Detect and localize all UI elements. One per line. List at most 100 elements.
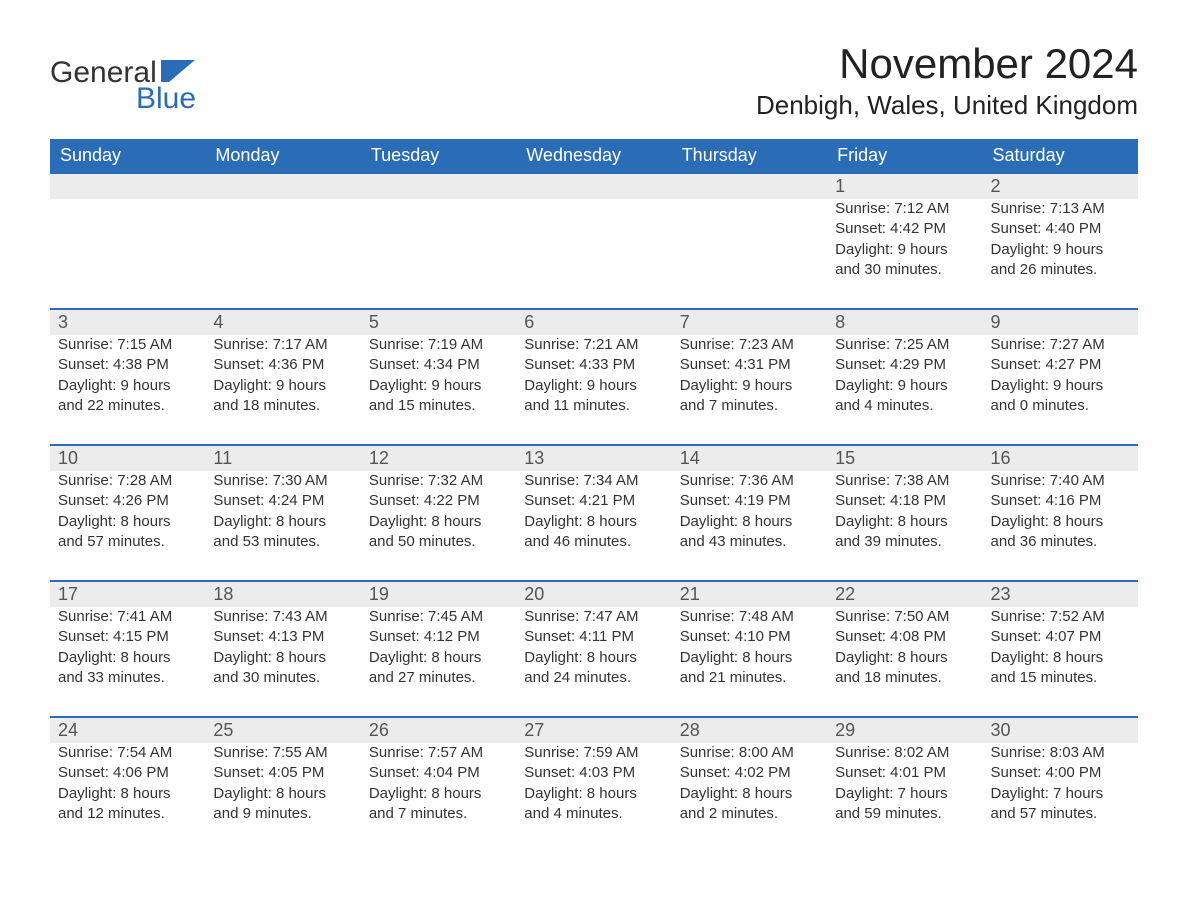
day-number: 20: [516, 581, 671, 607]
day-daylight1: Daylight: 8 hours: [58, 648, 195, 668]
day-daylight2: and 30 minutes.: [213, 668, 350, 688]
day-daylight1: Daylight: 8 hours: [835, 648, 972, 668]
day-sunrise: Sunrise: 7:15 AM: [58, 335, 195, 355]
week-row: Sunrise: 7:54 AMSunset: 4:06 PMDaylight:…: [50, 743, 1138, 852]
day-daylight2: and 33 minutes.: [58, 668, 195, 688]
day-daylight1: Daylight: 9 hours: [213, 376, 350, 396]
day-number: 17: [50, 581, 205, 607]
day-sunset: Sunset: 4:04 PM: [369, 763, 506, 783]
day-daylight1: Daylight: 8 hours: [680, 512, 817, 532]
day-cell: Sunrise: 7:12 AMSunset: 4:42 PMDaylight:…: [827, 199, 982, 309]
day-sunrise: Sunrise: 7:43 AM: [213, 607, 350, 627]
day-number: 2: [983, 173, 1138, 199]
day-sunset: Sunset: 4:29 PM: [835, 355, 972, 375]
day-sunset: Sunset: 4:12 PM: [369, 627, 506, 647]
day-number: [50, 173, 205, 199]
logo-text-blue: Blue: [136, 82, 196, 116]
day-sunrise: Sunrise: 7:40 AM: [991, 471, 1128, 491]
day-sunrise: Sunrise: 7:27 AM: [991, 335, 1128, 355]
day-sunrise: Sunrise: 7:12 AM: [835, 199, 972, 219]
header: General Blue November 2024 Denbigh, Wale…: [50, 40, 1138, 121]
day-sunset: Sunset: 4:36 PM: [213, 355, 350, 375]
week-row: Sunrise: 7:15 AMSunset: 4:38 PMDaylight:…: [50, 335, 1138, 445]
daynum-row: 3456789: [50, 309, 1138, 335]
day-cell: Sunrise: 7:50 AMSunset: 4:08 PMDaylight:…: [827, 607, 982, 717]
day-daylight1: Daylight: 9 hours: [835, 376, 972, 396]
day-sunrise: Sunrise: 8:02 AM: [835, 743, 972, 763]
day-cell: Sunrise: 7:55 AMSunset: 4:05 PMDaylight:…: [205, 743, 360, 852]
daynum-row: 10111213141516: [50, 445, 1138, 471]
day-cell: Sunrise: 7:38 AMSunset: 4:18 PMDaylight:…: [827, 471, 982, 581]
week-row: Sunrise: 7:12 AMSunset: 4:42 PMDaylight:…: [50, 199, 1138, 309]
day-sunrise: Sunrise: 7:19 AM: [369, 335, 506, 355]
day-cell: [205, 199, 360, 309]
day-sunset: Sunset: 4:16 PM: [991, 491, 1128, 511]
day-sunset: Sunset: 4:24 PM: [213, 491, 350, 511]
day-sunrise: Sunrise: 7:32 AM: [369, 471, 506, 491]
day-sunrise: Sunrise: 7:21 AM: [524, 335, 661, 355]
day-sunset: Sunset: 4:22 PM: [369, 491, 506, 511]
day-daylight1: Daylight: 8 hours: [213, 648, 350, 668]
day-cell: Sunrise: 7:21 AMSunset: 4:33 PMDaylight:…: [516, 335, 671, 445]
day-number: 5: [361, 309, 516, 335]
day-sunset: Sunset: 4:31 PM: [680, 355, 817, 375]
day-sunset: Sunset: 4:06 PM: [58, 763, 195, 783]
day-cell: Sunrise: 7:45 AMSunset: 4:12 PMDaylight:…: [361, 607, 516, 717]
daynum-row: 12: [50, 173, 1138, 199]
day-daylight1: Daylight: 8 hours: [369, 512, 506, 532]
day-daylight2: and 59 minutes.: [835, 804, 972, 824]
day-number: 16: [983, 445, 1138, 471]
day-cell: [672, 199, 827, 309]
day-sunrise: Sunrise: 7:38 AM: [835, 471, 972, 491]
day-daylight2: and 43 minutes.: [680, 532, 817, 552]
day-number: 28: [672, 717, 827, 743]
day-cell: Sunrise: 7:19 AMSunset: 4:34 PMDaylight:…: [361, 335, 516, 445]
day-daylight1: Daylight: 9 hours: [524, 376, 661, 396]
day-daylight1: Daylight: 8 hours: [991, 648, 1128, 668]
day-number: 4: [205, 309, 360, 335]
day-daylight1: Daylight: 8 hours: [680, 648, 817, 668]
day-daylight2: and 22 minutes.: [58, 396, 195, 416]
day-cell: Sunrise: 7:43 AMSunset: 4:13 PMDaylight:…: [205, 607, 360, 717]
day-cell: Sunrise: 7:41 AMSunset: 4:15 PMDaylight:…: [50, 607, 205, 717]
day-daylight2: and 12 minutes.: [58, 804, 195, 824]
day-sunset: Sunset: 4:02 PM: [680, 763, 817, 783]
day-sunset: Sunset: 4:27 PM: [991, 355, 1128, 375]
day-sunrise: Sunrise: 8:00 AM: [680, 743, 817, 763]
day-cell: Sunrise: 7:25 AMSunset: 4:29 PMDaylight:…: [827, 335, 982, 445]
day-number: 30: [983, 717, 1138, 743]
day-sunset: Sunset: 4:01 PM: [835, 763, 972, 783]
day-number: 6: [516, 309, 671, 335]
day-cell: Sunrise: 7:36 AMSunset: 4:19 PMDaylight:…: [672, 471, 827, 581]
day-daylight1: Daylight: 8 hours: [524, 512, 661, 532]
day-number: 10: [50, 445, 205, 471]
day-number: 27: [516, 717, 671, 743]
day-sunset: Sunset: 4:11 PM: [524, 627, 661, 647]
day-cell: Sunrise: 7:52 AMSunset: 4:07 PMDaylight:…: [983, 607, 1138, 717]
day-daylight2: and 15 minutes.: [991, 668, 1128, 688]
day-cell: Sunrise: 7:59 AMSunset: 4:03 PMDaylight:…: [516, 743, 671, 852]
day-daylight1: Daylight: 9 hours: [835, 240, 972, 260]
day-header: Sunday: [50, 139, 205, 173]
week-row: Sunrise: 7:41 AMSunset: 4:15 PMDaylight:…: [50, 607, 1138, 717]
day-sunrise: Sunrise: 7:30 AM: [213, 471, 350, 491]
day-cell: [516, 199, 671, 309]
day-daylight1: Daylight: 8 hours: [835, 512, 972, 532]
day-number: 23: [983, 581, 1138, 607]
day-daylight1: Daylight: 8 hours: [524, 784, 661, 804]
day-number: 12: [361, 445, 516, 471]
day-daylight2: and 9 minutes.: [213, 804, 350, 824]
day-daylight1: Daylight: 8 hours: [58, 512, 195, 532]
day-cell: Sunrise: 7:23 AMSunset: 4:31 PMDaylight:…: [672, 335, 827, 445]
day-daylight2: and 57 minutes.: [58, 532, 195, 552]
day-sunrise: Sunrise: 7:57 AM: [369, 743, 506, 763]
day-daylight2: and 27 minutes.: [369, 668, 506, 688]
day-header: Wednesday: [516, 139, 671, 173]
day-number: [516, 173, 671, 199]
day-sunrise: Sunrise: 7:36 AM: [680, 471, 817, 491]
day-cell: Sunrise: 7:13 AMSunset: 4:40 PMDaylight:…: [983, 199, 1138, 309]
week-row: Sunrise: 7:28 AMSunset: 4:26 PMDaylight:…: [50, 471, 1138, 581]
day-header: Tuesday: [361, 139, 516, 173]
daynum-row: 17181920212223: [50, 581, 1138, 607]
day-daylight1: Daylight: 7 hours: [991, 784, 1128, 804]
